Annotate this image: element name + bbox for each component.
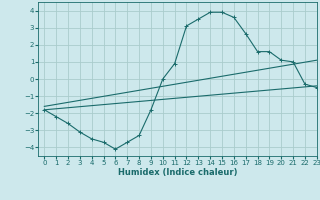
X-axis label: Humidex (Indice chaleur): Humidex (Indice chaleur) (118, 168, 237, 177)
